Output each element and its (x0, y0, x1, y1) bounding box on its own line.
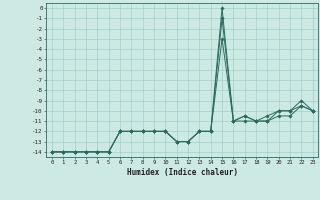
X-axis label: Humidex (Indice chaleur): Humidex (Indice chaleur) (127, 168, 238, 177)
